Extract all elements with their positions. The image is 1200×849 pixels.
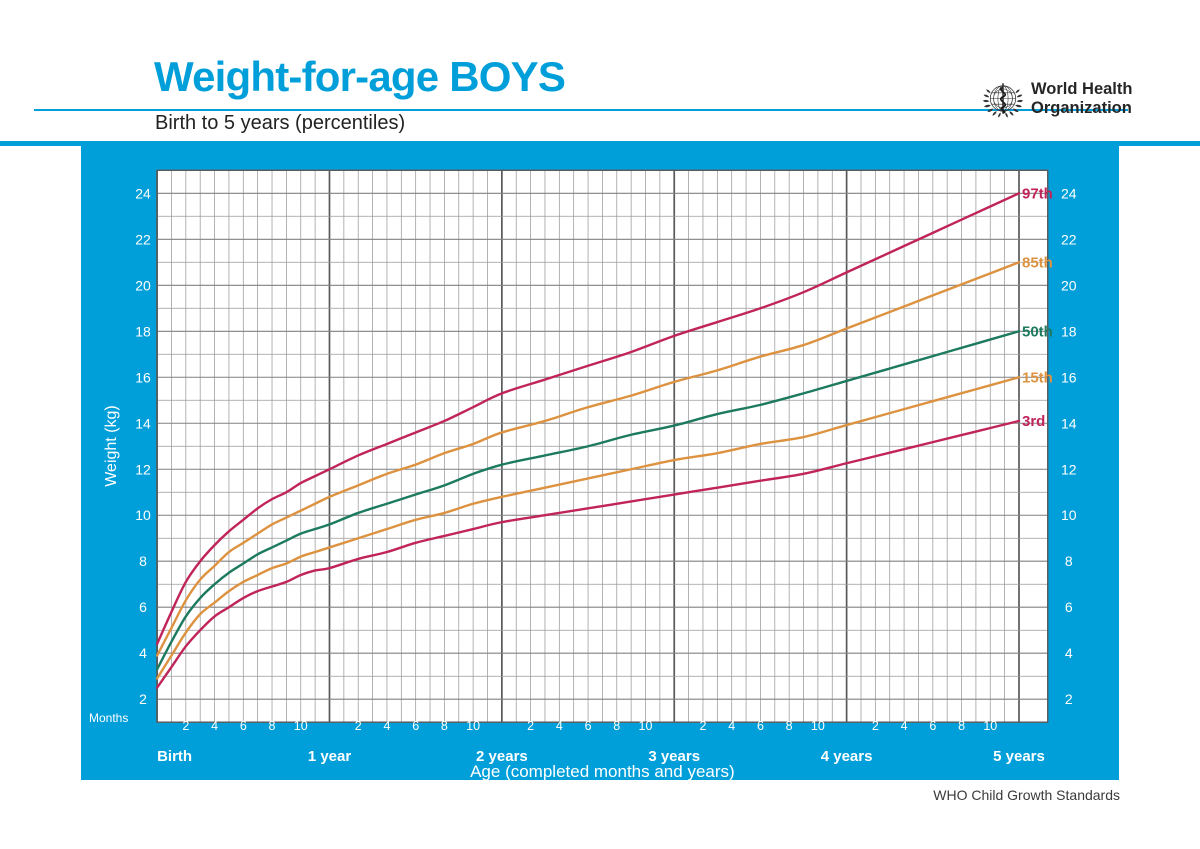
svg-text:2: 2 bbox=[355, 719, 362, 733]
svg-text:10: 10 bbox=[811, 719, 825, 733]
svg-text:6: 6 bbox=[412, 719, 419, 733]
svg-text:3rd: 3rd bbox=[1022, 413, 1045, 430]
svg-text:10: 10 bbox=[639, 719, 653, 733]
svg-text:6: 6 bbox=[585, 719, 592, 733]
svg-text:4: 4 bbox=[901, 719, 908, 733]
svg-text:10: 10 bbox=[294, 719, 308, 733]
svg-text:2: 2 bbox=[1065, 691, 1073, 707]
svg-text:14: 14 bbox=[135, 415, 151, 431]
svg-text:10: 10 bbox=[1061, 507, 1077, 523]
svg-text:15th: 15th bbox=[1022, 369, 1053, 386]
svg-text:10: 10 bbox=[135, 507, 151, 523]
svg-text:2: 2 bbox=[182, 719, 189, 733]
svg-text:50th: 50th bbox=[1022, 323, 1053, 340]
svg-text:97th: 97th bbox=[1022, 185, 1053, 202]
svg-text:22: 22 bbox=[135, 231, 151, 247]
svg-text:12: 12 bbox=[1061, 461, 1077, 477]
svg-text:12: 12 bbox=[135, 461, 151, 477]
svg-text:2: 2 bbox=[872, 719, 879, 733]
svg-text:14: 14 bbox=[1061, 415, 1077, 431]
svg-text:8: 8 bbox=[269, 719, 276, 733]
svg-text:10: 10 bbox=[466, 719, 480, 733]
svg-text:16: 16 bbox=[135, 369, 151, 385]
svg-text:6: 6 bbox=[929, 719, 936, 733]
svg-text:20: 20 bbox=[135, 277, 151, 293]
svg-text:8: 8 bbox=[441, 719, 448, 733]
svg-text:6: 6 bbox=[757, 719, 764, 733]
svg-text:6: 6 bbox=[139, 599, 147, 615]
svg-text:2: 2 bbox=[527, 719, 534, 733]
svg-text:8: 8 bbox=[613, 719, 620, 733]
svg-text:24: 24 bbox=[1061, 185, 1077, 201]
svg-text:85th: 85th bbox=[1022, 254, 1053, 271]
svg-text:8: 8 bbox=[1065, 553, 1073, 569]
svg-text:2: 2 bbox=[139, 691, 147, 707]
svg-text:4: 4 bbox=[211, 719, 218, 733]
svg-text:6: 6 bbox=[1065, 599, 1073, 615]
svg-text:20: 20 bbox=[1061, 277, 1077, 293]
svg-text:6: 6 bbox=[240, 719, 247, 733]
svg-text:8: 8 bbox=[786, 719, 793, 733]
svg-text:4: 4 bbox=[139, 645, 147, 661]
svg-text:4: 4 bbox=[728, 719, 735, 733]
svg-text:16: 16 bbox=[1061, 369, 1077, 385]
svg-text:18: 18 bbox=[1061, 323, 1077, 339]
svg-text:24: 24 bbox=[135, 185, 151, 201]
svg-text:22: 22 bbox=[1061, 231, 1077, 247]
svg-text:8: 8 bbox=[139, 553, 147, 569]
svg-text:4: 4 bbox=[383, 719, 390, 733]
svg-text:2: 2 bbox=[699, 719, 706, 733]
svg-text:10: 10 bbox=[983, 719, 997, 733]
svg-text:8: 8 bbox=[958, 719, 965, 733]
svg-text:18: 18 bbox=[135, 323, 151, 339]
svg-text:4: 4 bbox=[556, 719, 563, 733]
svg-text:4: 4 bbox=[1065, 645, 1073, 661]
